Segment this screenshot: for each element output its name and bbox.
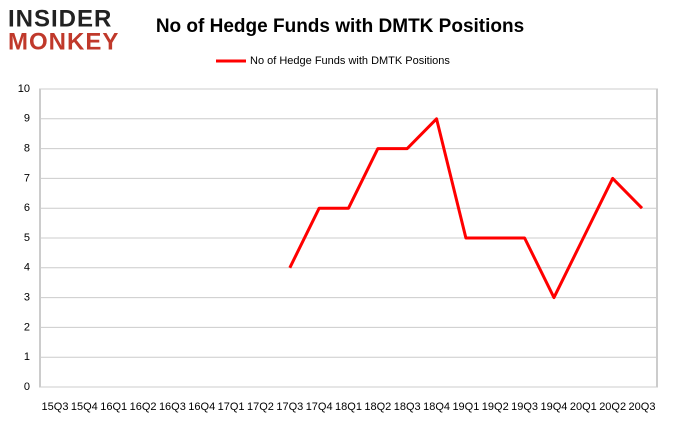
x-tick-label: 17Q3 xyxy=(276,401,303,413)
logo-line2: MONKEY xyxy=(8,28,119,55)
y-tick-label: 4 xyxy=(24,262,30,274)
x-tick-label: 19Q4 xyxy=(540,401,567,413)
x-tick-label: 18Q3 xyxy=(394,401,421,413)
x-tick-label: 15Q4 xyxy=(71,401,98,413)
x-tick-label: 16Q4 xyxy=(188,401,215,413)
data-line xyxy=(288,117,644,300)
x-tick-label: 17Q1 xyxy=(218,401,245,413)
x-tick-label: 16Q1 xyxy=(100,401,127,413)
logo-line1: INSIDER xyxy=(8,5,112,32)
y-tick-label: 9 xyxy=(24,113,30,125)
x-tick-label: 20Q1 xyxy=(570,401,597,413)
x-tick-label: 17Q2 xyxy=(247,401,274,413)
y-tick-label: 7 xyxy=(24,172,30,184)
x-tick-label: 20Q3 xyxy=(629,401,656,413)
x-tick-label: 20Q2 xyxy=(599,401,626,413)
x-tick-label: 19Q2 xyxy=(482,401,509,413)
y-tick-label: 10 xyxy=(18,83,30,95)
legend-label: No of Hedge Funds with DMTK Positions xyxy=(250,55,450,67)
y-tick-label: 5 xyxy=(24,232,30,244)
x-tick-label: 15Q3 xyxy=(42,401,69,413)
x-tick-label: 17Q4 xyxy=(306,401,333,413)
y-tick-label: 2 xyxy=(24,321,30,333)
y-tick-label: 1 xyxy=(24,351,30,363)
x-tick-label: 18Q1 xyxy=(335,401,362,413)
x-tick-label: 16Q3 xyxy=(159,401,186,413)
x-tick-label: 19Q1 xyxy=(452,401,479,413)
x-tick-label: 16Q2 xyxy=(130,401,157,413)
x-tick-label: 18Q2 xyxy=(364,401,391,413)
x-tick-label: 18Q4 xyxy=(423,401,450,413)
y-tick-label: 6 xyxy=(24,202,30,214)
chart-title: No of Hedge Funds with DMTK Positions xyxy=(156,16,524,37)
y-tick-label: 0 xyxy=(24,381,30,393)
y-tick-label: 3 xyxy=(24,292,30,304)
x-tick-label: 19Q3 xyxy=(511,401,538,413)
y-tick-label: 8 xyxy=(24,143,30,155)
